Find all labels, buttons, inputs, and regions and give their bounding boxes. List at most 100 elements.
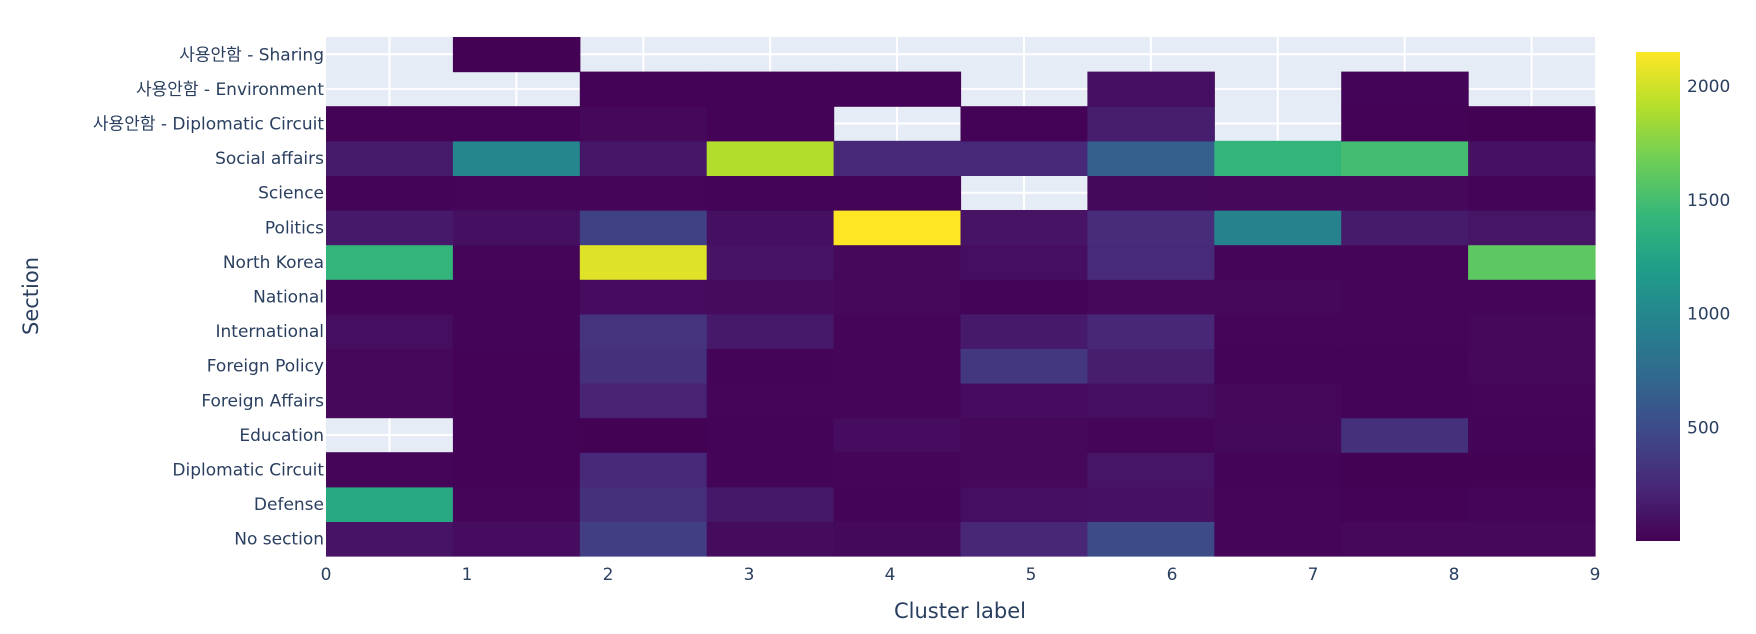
heatmap-cell: [326, 279, 454, 315]
x-tick-label: 3: [744, 565, 755, 585]
x-axis-ticks: 0 1 2 3 4 5 6 7 8 9: [321, 565, 1601, 585]
heatmap-cell: [452, 37, 581, 73]
heatmap-cell: [1087, 521, 1215, 557]
heatmap-cell: [833, 486, 962, 522]
heatmap-cell: [1341, 452, 1469, 488]
heatmap-cell: [833, 279, 962, 315]
heatmap-cell: [833, 140, 962, 176]
heatmap-cell: [452, 106, 581, 142]
y-tick-label: Defense: [254, 495, 324, 515]
heatmap-cell: [1214, 244, 1342, 280]
x-tick-label: 9: [1590, 565, 1601, 585]
heatmap-cell: [579, 348, 708, 384]
heatmap-cell: [452, 244, 581, 280]
heatmap-cell: [706, 244, 835, 280]
heatmap-cell: [326, 244, 454, 280]
heatmap-cell: [1341, 106, 1469, 142]
heatmap-cell: [1468, 244, 1596, 280]
colorbar-tick-label: 500: [1687, 418, 1719, 438]
heatmap-cell: [1468, 313, 1596, 349]
heatmap-cell: [706, 521, 835, 557]
heatmap-cell: [833, 71, 962, 107]
heatmap-cell: [1341, 417, 1469, 453]
heatmap-cell: [579, 210, 708, 246]
heatmap-cell: [1087, 313, 1215, 349]
heatmap-cell: [326, 175, 454, 211]
heatmap-cell: [1468, 521, 1596, 557]
y-tick-label: International: [216, 322, 325, 342]
colorbar-tick-label: 2000: [1687, 77, 1730, 97]
heatmap-cell: [326, 486, 454, 522]
heatmap-cell: [1087, 383, 1215, 419]
colorbar: [1636, 52, 1680, 541]
heatmap-cell: [706, 140, 835, 176]
heatmap-cell: [706, 71, 835, 107]
heatmap-cell: [1341, 383, 1469, 419]
heatmap-cell: [579, 106, 708, 142]
heatmap-cell: [1087, 106, 1215, 142]
y-tick-label: North Korea: [223, 253, 324, 273]
heatmap-cell: [1087, 348, 1215, 384]
heatmap-cell: [1214, 175, 1342, 211]
heatmap-cell: [1087, 417, 1215, 453]
heatmap-cell: [579, 71, 708, 107]
heatmap-cell: [1214, 521, 1342, 557]
heatmap-cell: [579, 486, 708, 522]
heatmap-cell: [452, 210, 581, 246]
heatmap-cell: [1087, 210, 1215, 246]
heatmap-cell: [579, 244, 708, 280]
heatmap-cell: [960, 417, 1088, 453]
heatmap-cell: [1214, 313, 1342, 349]
colorbar-ticks: 500 1000 1500 2000: [1687, 77, 1730, 438]
heatmap-cell: [452, 521, 581, 557]
heatmap-cell: [1087, 244, 1215, 280]
heatmap-cell: [1214, 417, 1342, 453]
heatmap-cell: [960, 486, 1088, 522]
y-tick-label: Diplomatic Circuit: [172, 461, 324, 481]
heatmap-cell: [579, 175, 708, 211]
heatmap-cell: [1087, 175, 1215, 211]
heatmap-cell: [706, 210, 835, 246]
heatmap-cell: [706, 348, 835, 384]
heatmap-cell: [452, 383, 581, 419]
colorbar-tick-label: 1500: [1687, 191, 1730, 211]
heatmap-cell: [1468, 210, 1596, 246]
heatmap-cell: [1468, 417, 1596, 453]
heatmap-cell: [1468, 140, 1596, 176]
heatmap-cell: [706, 313, 835, 349]
heatmap-cell: [326, 106, 454, 142]
y-tick-label: National: [253, 288, 324, 308]
heatmap-cell: [326, 140, 454, 176]
y-tick-label: Foreign Affairs: [201, 391, 324, 411]
heatmap-cell: [1341, 521, 1469, 557]
heatmap-cell: [452, 279, 581, 315]
heatmap-cell: [833, 348, 962, 384]
heatmap-cell: [706, 175, 835, 211]
heatmap-cell: [326, 383, 454, 419]
heatmap-cell: [833, 244, 962, 280]
y-tick-label: Foreign Policy: [207, 357, 324, 377]
y-axis-ticks: No section Defense Diplomatic Circuit Educa…: [93, 45, 324, 549]
heatmap-cell: [326, 521, 454, 557]
heatmap-cell: [1087, 452, 1215, 488]
x-tick-label: 4: [885, 565, 896, 585]
heatmap-cell: [1468, 175, 1596, 211]
heatmap-cell: [960, 452, 1088, 488]
heatmap-cell: [1087, 140, 1215, 176]
heatmap-cell: [326, 348, 454, 384]
heatmap-cell: [579, 521, 708, 557]
x-tick-label: 7: [1308, 565, 1319, 585]
heatmap-cell: [1087, 279, 1215, 315]
heatmap-cell: [452, 486, 581, 522]
heatmap-cell: [960, 348, 1088, 384]
heatmap-cell: [1468, 486, 1596, 522]
x-tick-label: 0: [321, 565, 332, 585]
y-axis-title: Section: [19, 257, 43, 335]
heatmap-cell: [579, 417, 708, 453]
heatmap-cell: [706, 106, 835, 142]
heatmap-cell: [452, 452, 581, 488]
heatmap-cell: [706, 452, 835, 488]
heatmap-cell: [1214, 210, 1342, 246]
heatmap-cell: [452, 417, 581, 453]
